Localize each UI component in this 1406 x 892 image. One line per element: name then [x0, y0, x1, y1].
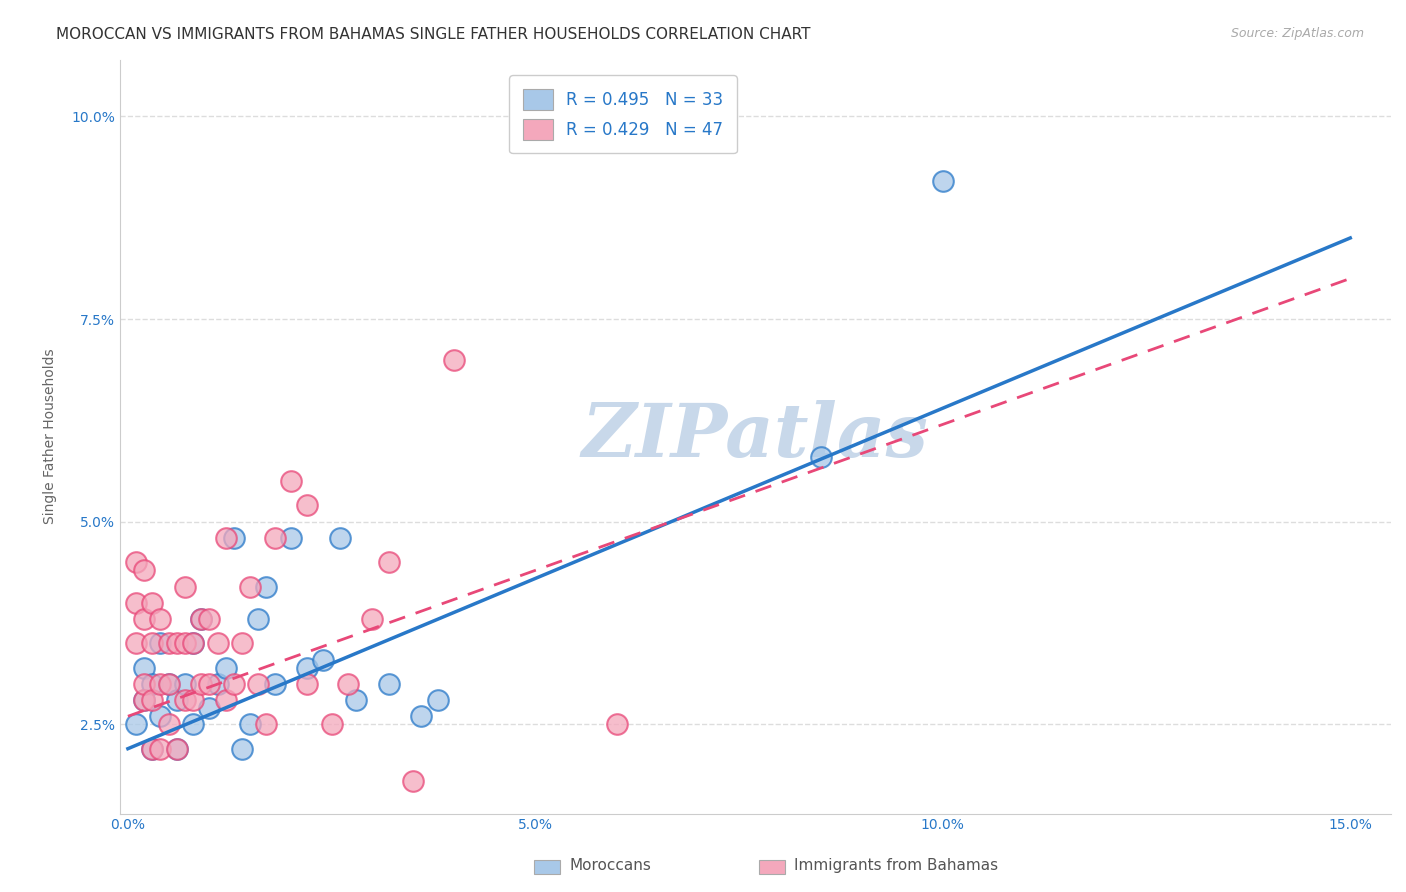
- Point: [157, 677, 180, 691]
- Point: [344, 693, 367, 707]
- Point: [149, 612, 172, 626]
- Point: [361, 612, 384, 626]
- Point: [280, 531, 302, 545]
- Point: [134, 693, 156, 707]
- Point: [134, 660, 156, 674]
- Point: [141, 741, 163, 756]
- Point: [247, 677, 270, 691]
- Point: [125, 717, 148, 731]
- Point: [134, 563, 156, 577]
- Point: [426, 693, 449, 707]
- Point: [141, 693, 163, 707]
- Point: [231, 741, 253, 756]
- Point: [134, 693, 156, 707]
- Point: [295, 499, 318, 513]
- Point: [198, 677, 221, 691]
- Point: [606, 717, 628, 731]
- Point: [125, 596, 148, 610]
- Point: [263, 531, 285, 545]
- Text: Source: ZipAtlas.com: Source: ZipAtlas.com: [1230, 27, 1364, 40]
- Point: [239, 580, 262, 594]
- Point: [222, 531, 245, 545]
- Point: [181, 717, 204, 731]
- Point: [321, 717, 343, 731]
- Point: [141, 596, 163, 610]
- Point: [190, 612, 212, 626]
- Point: [215, 531, 238, 545]
- Point: [149, 741, 172, 756]
- Point: [174, 636, 197, 650]
- Y-axis label: Single Father Households: Single Father Households: [44, 349, 58, 524]
- Point: [329, 531, 352, 545]
- Point: [254, 717, 277, 731]
- Point: [810, 450, 832, 464]
- Point: [377, 677, 399, 691]
- Point: [215, 660, 238, 674]
- Point: [174, 677, 197, 691]
- Text: MOROCCAN VS IMMIGRANTS FROM BAHAMAS SINGLE FATHER HOUSEHOLDS CORRELATION CHART: MOROCCAN VS IMMIGRANTS FROM BAHAMAS SING…: [56, 27, 811, 42]
- Point: [402, 774, 425, 789]
- Point: [295, 660, 318, 674]
- Point: [254, 580, 277, 594]
- Point: [174, 580, 197, 594]
- Point: [181, 636, 204, 650]
- Text: ZIPatlas: ZIPatlas: [582, 401, 929, 473]
- Point: [157, 677, 180, 691]
- Point: [166, 741, 188, 756]
- Point: [198, 701, 221, 715]
- Point: [166, 693, 188, 707]
- Point: [149, 677, 172, 691]
- Point: [207, 677, 229, 691]
- Point: [141, 677, 163, 691]
- Point: [174, 693, 197, 707]
- Legend: R = 0.495   N = 33, R = 0.429   N = 47: R = 0.495 N = 33, R = 0.429 N = 47: [509, 76, 737, 153]
- Text: Moroccans: Moroccans: [569, 858, 651, 872]
- Point: [263, 677, 285, 691]
- Point: [336, 677, 359, 691]
- Text: Immigrants from Bahamas: Immigrants from Bahamas: [794, 858, 998, 872]
- Point: [134, 677, 156, 691]
- Point: [377, 555, 399, 569]
- Point: [166, 636, 188, 650]
- Point: [181, 693, 204, 707]
- Point: [141, 741, 163, 756]
- Point: [231, 636, 253, 650]
- Point: [207, 636, 229, 650]
- Point: [149, 636, 172, 650]
- Point: [312, 652, 335, 666]
- Point: [166, 741, 188, 756]
- Point: [247, 612, 270, 626]
- Point: [295, 677, 318, 691]
- Point: [149, 709, 172, 723]
- Point: [125, 636, 148, 650]
- Point: [157, 636, 180, 650]
- Point: [239, 717, 262, 731]
- Point: [157, 717, 180, 731]
- Point: [280, 474, 302, 488]
- Point: [443, 352, 465, 367]
- Point: [134, 612, 156, 626]
- Point: [215, 693, 238, 707]
- Point: [411, 709, 433, 723]
- Point: [932, 174, 955, 188]
- Point: [222, 677, 245, 691]
- Point: [190, 612, 212, 626]
- Point: [125, 555, 148, 569]
- Point: [181, 636, 204, 650]
- Point: [141, 636, 163, 650]
- Point: [190, 677, 212, 691]
- Point: [198, 612, 221, 626]
